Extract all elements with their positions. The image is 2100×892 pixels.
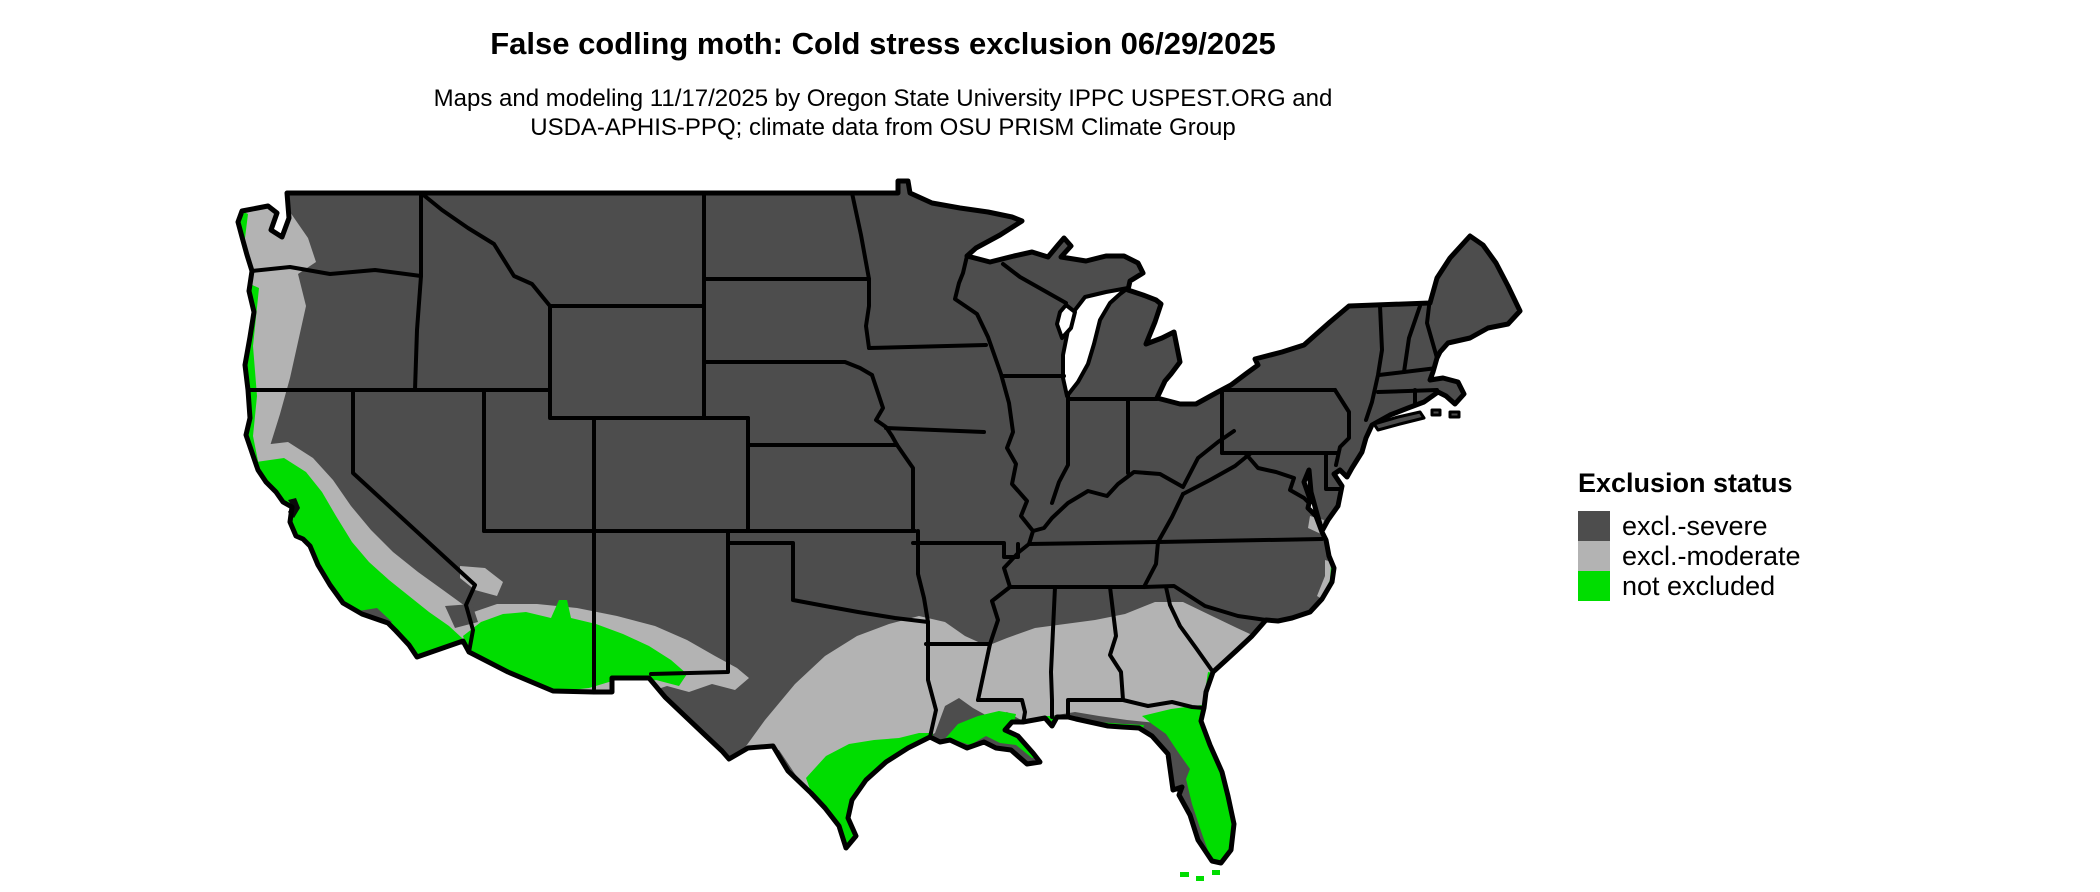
legend-label-moderate: excl.-moderate <box>1622 541 1801 571</box>
region-green-south-texas <box>806 733 933 848</box>
legend-swatch-severe <box>1578 511 1610 541</box>
legend-label-not-excluded: not excluded <box>1622 571 1776 601</box>
region-green-southern-arizona <box>463 600 687 692</box>
region-moderate-pacific-northwest <box>238 203 316 492</box>
legend-item-moderate: excl.-moderate <box>1578 541 1801 571</box>
legend: Exclusion status excl.-severe excl.-mode… <box>1578 468 1801 601</box>
state-borders <box>246 191 1439 739</box>
legend-item-not-excluded: not excluded <box>1578 571 1801 601</box>
region-green-louisiana-delta <box>944 711 1047 758</box>
legend-swatch-not-excluded <box>1578 571 1610 601</box>
legend-item-severe: excl.-severe <box>1578 511 1801 541</box>
florida-keys <box>1180 870 1220 881</box>
region-green-channel-islands <box>348 644 376 654</box>
long-island <box>1372 410 1426 432</box>
subtitle-line-2: USDA-APHIS-PPQ; climate data from OSU PR… <box>530 114 1236 141</box>
page-title: False codling moth: Cold stress exclusio… <box>490 26 1276 61</box>
subtitle-line-1: Maps and modeling 11/17/2025 by Oregon S… <box>433 85 1333 112</box>
region-moderate-southern-nevada <box>460 566 503 596</box>
marthas-vineyard <box>1430 408 1442 417</box>
green-bay <box>1055 303 1077 340</box>
legend-swatch-moderate <box>1578 541 1610 571</box>
northeast-islands <box>1372 408 1461 432</box>
nantucket <box>1448 410 1461 419</box>
legend-label-severe: excl.-severe <box>1622 511 1768 541</box>
region-green-california-valley-coast <box>256 458 462 657</box>
legend-title: Exclusion status <box>1578 468 1793 498</box>
region-green-south-carolina-coast <box>1248 642 1258 655</box>
